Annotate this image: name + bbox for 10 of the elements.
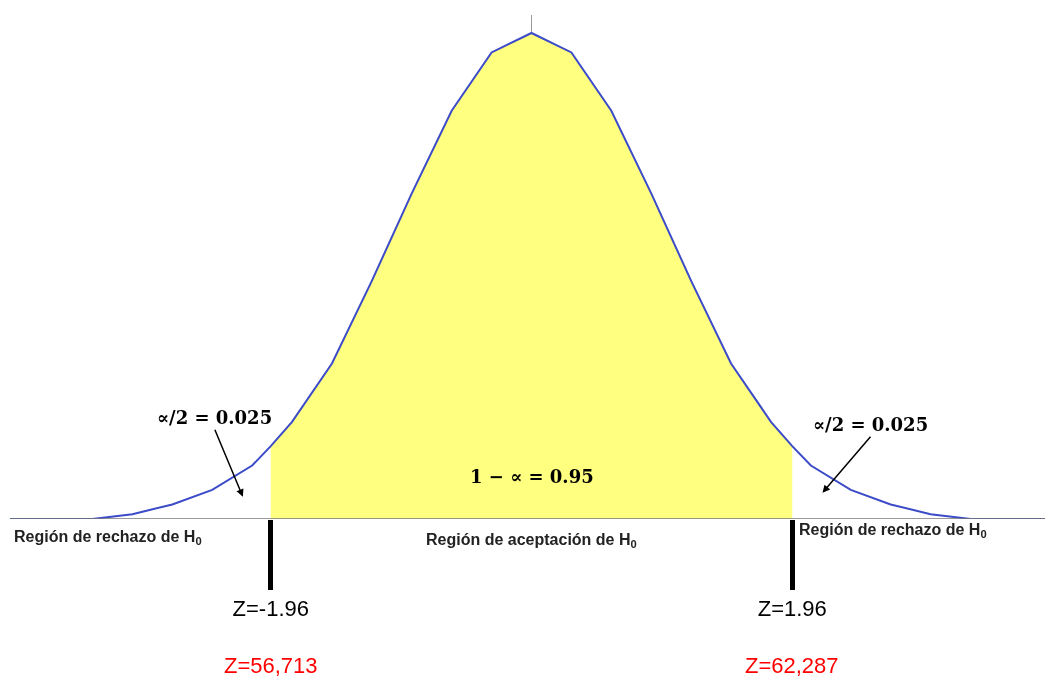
text: Región de rechazo de H$_{0}$	[799, 521, 987, 541]
annotation: 1 − ∝ = 0.95	[470, 466, 594, 487]
text: Región de aceptación de H$_{0}$	[426, 531, 637, 551]
text: Z=62,287	[745, 653, 839, 678]
text: Z=56,713	[224, 653, 318, 678]
x-tick-label: Z=-1.96	[232, 596, 309, 622]
annotation: ∝/2 = 0.025	[157, 407, 273, 428]
annotation: ∝/2 = 0.025	[813, 414, 929, 435]
text: Región de rechazo de H$_{0}$	[14, 528, 202, 548]
x-tick-label: Z=1.96	[757, 596, 827, 622]
